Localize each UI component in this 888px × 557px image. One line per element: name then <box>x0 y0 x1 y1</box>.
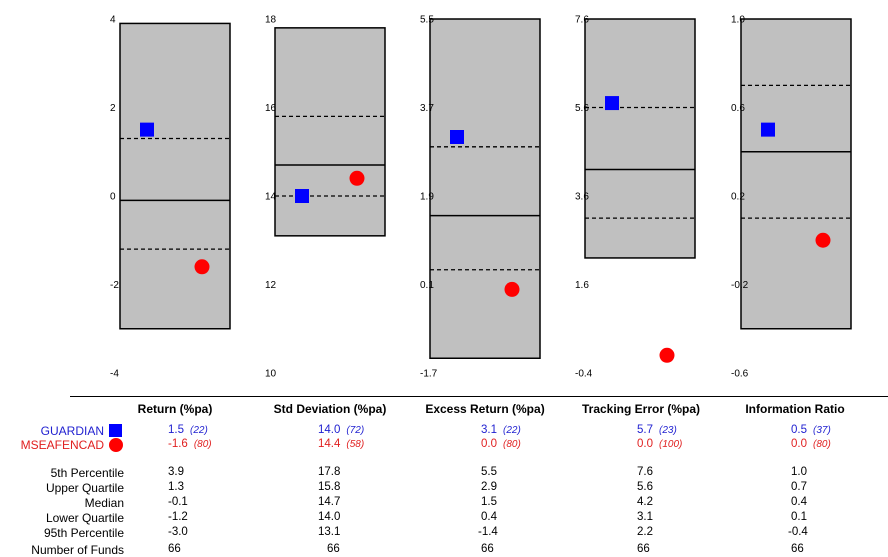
tracking-uq: 5.6 <box>637 481 653 493</box>
std-p95: 13.1 <box>318 526 341 538</box>
header-tracking-error: Tracking Error (%pa) <box>581 402 701 416</box>
return-tick-label: -2 <box>110 280 119 291</box>
return-fund-value: 1.5 (22) <box>168 424 208 436</box>
excess-return-tick-label: 1.9 <box>420 192 434 203</box>
return-n: 66 <box>168 543 181 555</box>
information-ratio-tick-label: 0.2 <box>731 192 745 203</box>
std-deviation-tick-label: 16 <box>265 103 277 114</box>
table-separator <box>70 396 888 397</box>
return-p95: -3.0 <box>168 526 188 538</box>
row-label-upper-quartile: Upper Quartile <box>45 481 124 495</box>
header-information-ratio: Information Ratio <box>745 402 845 416</box>
excess-lq: 0.4 <box>481 511 497 523</box>
tracking-error-tick-label: -0.4 <box>575 369 593 380</box>
std-n: 66 <box>327 543 340 555</box>
std-deviation-fund-marker <box>295 189 309 203</box>
tracking-error-tick-label: 7.6 <box>575 15 589 26</box>
tracking-error-fund-marker <box>605 96 619 111</box>
info-benchmark-value: 0.0 (80) <box>791 438 831 450</box>
excess-uq: 2.9 <box>481 481 497 493</box>
excess-return-tick-label: 3.7 <box>420 103 434 114</box>
info-uq: 0.7 <box>791 481 807 493</box>
excess-benchmark-value: 0.0 (80) <box>481 438 521 450</box>
std-benchmark-value: 14.4 (58) <box>318 438 365 450</box>
std-fund-value: 14.0 (72) <box>318 424 365 436</box>
row-label-lower-quartile: Lower Quartile <box>45 511 124 525</box>
information-ratio-tick-label: 1.0 <box>731 15 745 26</box>
return-tick-label: 0 <box>110 192 116 203</box>
tracking-median: 4.2 <box>637 496 653 508</box>
std-lq: 14.0 <box>318 511 341 523</box>
std-deviation-tick-label: 18 <box>265 15 277 26</box>
excess-median: 1.5 <box>481 496 497 508</box>
row-label-5th-percentile: 5th Percentile <box>50 466 124 480</box>
return-range-box <box>119 22 231 330</box>
excess-return-range-box <box>429 18 541 359</box>
return-tick-label: -4 <box>110 369 119 380</box>
excess-fund-value: 3.1 (22) <box>481 424 521 436</box>
std-uq: 15.8 <box>318 481 341 493</box>
tracking-error-range-box <box>584 18 696 259</box>
excess-n: 66 <box>481 543 494 555</box>
tracking-error-tick-label: 3.6 <box>575 192 589 203</box>
information-ratio-tick-label: -0.6 <box>731 369 749 380</box>
tracking-fund-value: 5.7 (23) <box>637 424 677 436</box>
info-fund-value: 0.5 (37) <box>791 424 831 436</box>
tracking-p95: 2.2 <box>637 526 653 538</box>
info-lq: 0.1 <box>791 511 807 523</box>
return-tick-label: 4 <box>110 15 116 26</box>
legend-benchmark-label: MSEAFENCAD <box>20 438 104 452</box>
legend-fund-label: GUARDIAN <box>40 424 104 438</box>
boxplot-chart: 4 2 0 -2 -4 18 16 14 12 10 5.5 3.7 1.9 0.1 -1.7 7.6 5.6 3… <box>110 15 852 380</box>
tracking-lq: 3.1 <box>637 511 653 523</box>
excess-p5: 5.5 <box>481 466 497 478</box>
std-deviation-tick-label: 10 <box>265 369 277 380</box>
tracking-n: 66 <box>637 543 650 555</box>
return-benchmark-value: -1.6 (80) <box>168 438 212 450</box>
std-deviation-tick-label: 14 <box>265 192 277 203</box>
return-fund-marker <box>140 122 154 137</box>
row-label-95th-percentile: 95th Percentile <box>43 526 124 540</box>
row-label-median: Median <box>84 496 124 510</box>
header-std-deviation: Std Deviation (%pa) <box>273 402 387 416</box>
information-ratio-tick-label: -0.2 <box>731 280 749 291</box>
info-n: 66 <box>791 543 804 555</box>
info-p5: 1.0 <box>791 466 807 478</box>
excess-return-tick-label: -1.7 <box>420 369 438 380</box>
tracking-error-tick-label: 1.6 <box>575 280 589 291</box>
legend-benchmark-dot-icon <box>109 438 123 452</box>
excess-return-tick-label: 5.5 <box>420 15 434 26</box>
legend-fund-square-icon <box>109 424 122 437</box>
excess-return-fund-marker <box>450 130 464 144</box>
return-tick-label: 2 <box>110 103 116 114</box>
tracking-error-tick-label: 5.6 <box>575 103 589 114</box>
row-label-number-of-funds: Number of Funds <box>31 543 124 557</box>
information-ratio-fund-marker <box>761 122 775 137</box>
return-p5: 3.9 <box>168 466 184 478</box>
std-p5: 17.8 <box>318 466 341 478</box>
info-p95: -0.4 <box>788 526 808 538</box>
excess-return-benchmark-marker <box>504 281 520 297</box>
return-uq: 1.3 <box>168 481 184 493</box>
excess-return-tick-label: 0.1 <box>420 280 434 291</box>
return-median: -0.1 <box>168 496 188 508</box>
tracking-p5: 7.6 <box>637 466 653 478</box>
std-median: 14.7 <box>318 496 341 508</box>
excess-p95: -1.4 <box>478 526 498 538</box>
return-benchmark-marker <box>194 259 210 275</box>
information-ratio-range-box <box>740 18 852 330</box>
info-median: 0.4 <box>791 496 807 508</box>
header-excess-return: Excess Return (%pa) <box>425 402 545 416</box>
tracking-error-benchmark-marker <box>659 347 675 363</box>
information-ratio-tick-label: 0.6 <box>731 103 745 114</box>
std-deviation-benchmark-marker <box>349 170 365 186</box>
std-deviation-tick-label: 12 <box>265 280 277 291</box>
tracking-benchmark-value: 0.0 (100) <box>637 438 683 450</box>
std-deviation-range-box <box>274 27 386 237</box>
header-return: Return (%pa) <box>137 402 213 416</box>
return-lq: -1.2 <box>168 511 188 523</box>
information-ratio-benchmark-marker <box>815 232 831 248</box>
